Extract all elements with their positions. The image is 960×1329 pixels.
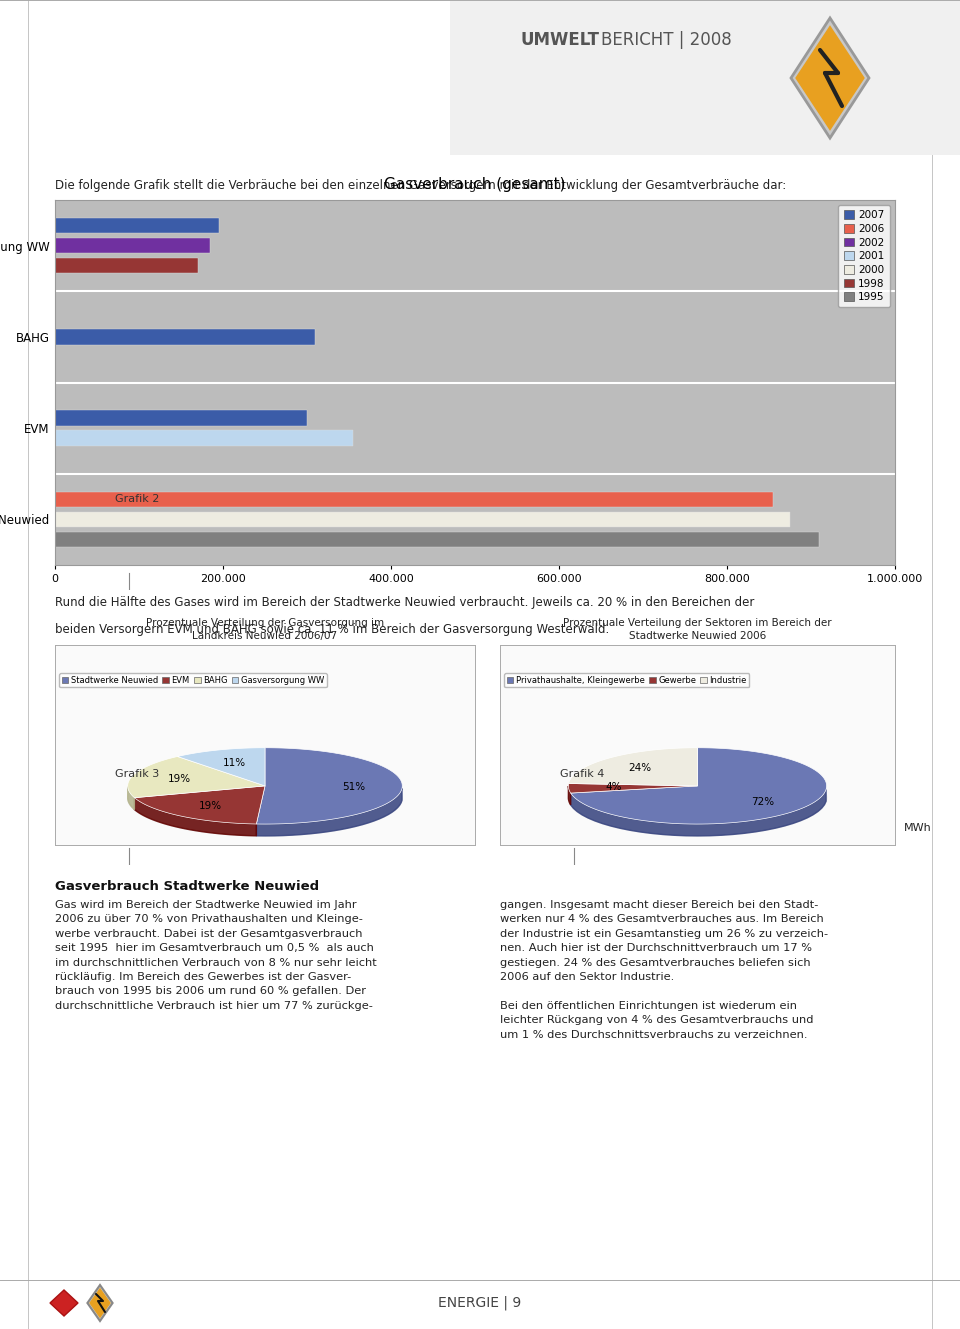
Text: Grafik 4: Grafik 4 <box>560 769 605 779</box>
Polygon shape <box>256 788 402 836</box>
Text: Gasverbrauch Stadtwerke Neuwied: Gasverbrauch Stadtwerke Neuwied <box>55 880 319 893</box>
Bar <box>450 0 960 155</box>
Text: Die folgende Grafik stellt die Verbräuche bei den einzelnen Gasversorgern mit de: Die folgende Grafik stellt die Verbräuch… <box>55 179 786 193</box>
Polygon shape <box>128 760 402 836</box>
Text: 19%: 19% <box>168 773 191 784</box>
Polygon shape <box>50 1290 78 1316</box>
Polygon shape <box>570 789 827 836</box>
Legend: 2007, 2006, 2002, 2001, 2000, 1998, 1995: 2007, 2006, 2002, 2001, 2000, 1998, 1995 <box>838 205 890 307</box>
Bar <box>55 512 790 528</box>
Bar <box>55 258 198 274</box>
Polygon shape <box>134 797 256 836</box>
Polygon shape <box>89 1288 110 1318</box>
Text: 24%: 24% <box>629 763 652 773</box>
Polygon shape <box>795 25 865 130</box>
Bar <box>55 218 219 234</box>
Polygon shape <box>570 748 827 824</box>
Legend: Stadtwerke Neuwied, EVM, BAHG, Gasversorgung WW: Stadtwerke Neuwied, EVM, BAHG, Gasversor… <box>60 674 326 687</box>
Text: gangen. Insgesamt macht dieser Bereich bei den Stadt-
werken nur 4 % des Gesamtv: gangen. Insgesamt macht dieser Bereich b… <box>500 900 828 1039</box>
Polygon shape <box>87 1285 112 1321</box>
Title: Prozentuale Verteilung der Sektoren im Bereich der
Stadtwerke Neuwied 2006: Prozentuale Verteilung der Sektoren im B… <box>564 618 831 642</box>
Title: Gasverbrauch (gesamt): Gasverbrauch (gesamt) <box>384 177 565 191</box>
Legend: Privathaushalte, Kleingewerbe, Gewerbe, Industrie: Privathaushalte, Kleingewerbe, Gewerbe, … <box>504 674 749 687</box>
Text: beiden Versorgern EVM und BAHG sowie ca. 11 % im Bereich der Gasversorgung Weste: beiden Versorgern EVM und BAHG sowie ca.… <box>55 622 610 635</box>
Text: 72%: 72% <box>751 796 774 807</box>
Polygon shape <box>128 756 265 797</box>
Bar <box>55 411 307 425</box>
Text: Rund die Hälfte des Gases wird im Bereich der Stadtwerke Neuwied verbraucht. Jew: Rund die Hälfte des Gases wird im Bereic… <box>55 595 755 609</box>
Bar <box>55 431 353 447</box>
Text: 51%: 51% <box>343 781 366 792</box>
Polygon shape <box>128 787 134 809</box>
Polygon shape <box>256 748 402 824</box>
Polygon shape <box>791 19 869 138</box>
Text: UMWELT: UMWELT <box>521 31 600 49</box>
Polygon shape <box>568 785 570 805</box>
Text: Grafik 2: Grafik 2 <box>115 494 159 504</box>
Bar <box>55 532 820 548</box>
Polygon shape <box>568 748 698 785</box>
Text: 19%: 19% <box>199 800 222 811</box>
Bar <box>55 238 210 254</box>
Polygon shape <box>134 785 265 824</box>
Text: BERICHT | 2008: BERICHT | 2008 <box>601 31 732 49</box>
Text: MWh: MWh <box>903 823 931 833</box>
Polygon shape <box>568 760 827 836</box>
Polygon shape <box>178 748 265 785</box>
Title: Prozentuale Verteilung der Gasversorgung im
Landkreis Neuwied 2006/07: Prozentuale Verteilung der Gasversorgung… <box>146 618 384 642</box>
Text: 11%: 11% <box>224 758 247 768</box>
Bar <box>55 492 773 508</box>
Text: Gas wird im Bereich der Stadtwerke Neuwied im Jahr
2006 zu über 70 % von Privath: Gas wird im Bereich der Stadtwerke Neuwi… <box>55 900 376 1011</box>
Text: 4%: 4% <box>606 783 622 792</box>
Text: Grafik 3: Grafik 3 <box>115 769 159 779</box>
Polygon shape <box>568 784 698 793</box>
Text: ENERGIE | 9: ENERGIE | 9 <box>439 1296 521 1310</box>
Bar <box>55 330 316 344</box>
